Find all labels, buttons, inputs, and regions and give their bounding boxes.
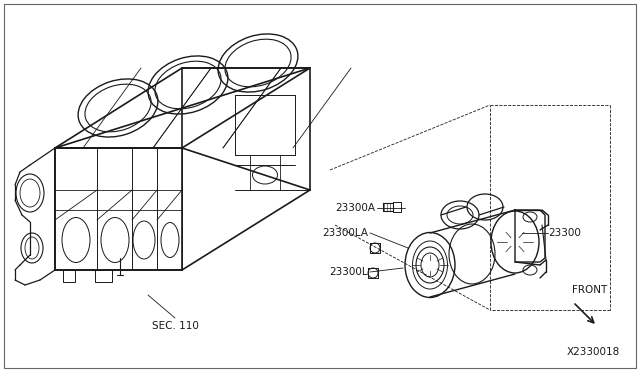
Text: SEC. 110: SEC. 110 [152, 321, 198, 331]
Text: 23300: 23300 [548, 228, 581, 238]
Text: X2330018: X2330018 [567, 347, 620, 357]
Text: 23300L: 23300L [330, 267, 368, 277]
Text: FRONT: FRONT [572, 285, 607, 295]
Text: 23300LA: 23300LA [322, 228, 368, 238]
Text: 23300A: 23300A [335, 203, 375, 213]
